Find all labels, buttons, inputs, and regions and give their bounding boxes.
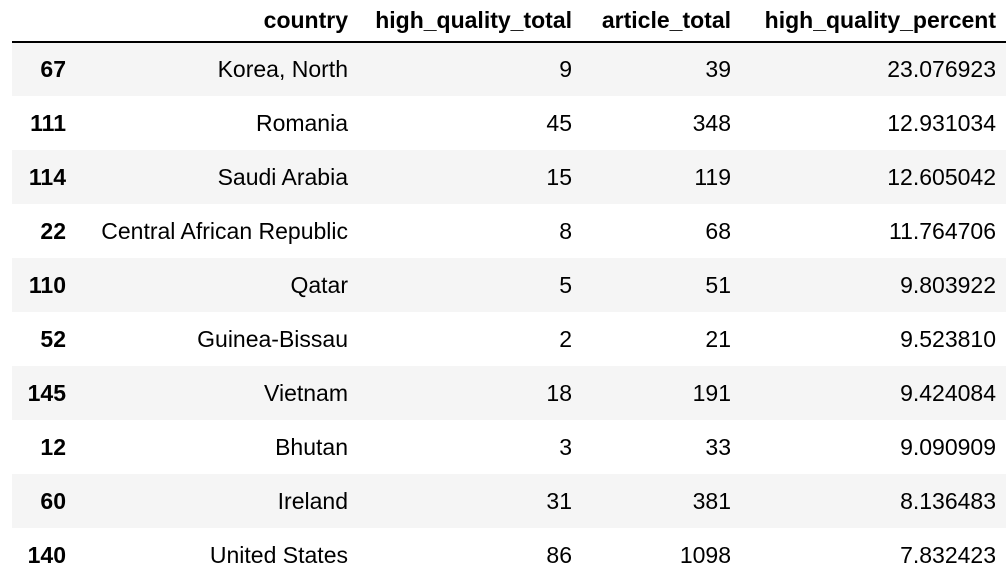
cell-high-quality-total: 31 — [546, 487, 572, 514]
cell-country: Vietnam — [264, 379, 348, 406]
cell-article-total: 21 — [705, 325, 731, 352]
cell-high-quality-total: 18 — [546, 379, 572, 406]
table-row: 60 Ireland 31 381 8.136483 — [12, 474, 1006, 528]
table-row: 67 Korea, North 9 39 23.076923 — [12, 42, 1006, 96]
cell-high-quality-percent: 9.803922 — [900, 271, 996, 298]
cell-high-quality-percent: 8.136483 — [900, 487, 996, 514]
cell-high-quality-percent: 12.931034 — [887, 109, 996, 136]
table-row: 52 Guinea-Bissau 2 21 9.523810 — [12, 312, 1006, 366]
cell-high-quality-percent: 12.605042 — [887, 163, 996, 190]
cell-high-quality-total: 15 — [546, 163, 572, 190]
table-row: 114 Saudi Arabia 15 119 12.605042 — [12, 150, 1006, 204]
table-body: 67 Korea, North 9 39 23.076923 111 Roman… — [12, 42, 1006, 582]
cell-high-quality-total: 8 — [559, 217, 572, 244]
cell-country: Bhutan — [275, 433, 348, 460]
header-row: country high_quality_total article_total… — [12, 0, 1006, 42]
table-row: 22 Central African Republic 8 68 11.7647… — [12, 204, 1006, 258]
column-header-country: country — [263, 7, 348, 33]
dataframe-table: country high_quality_total article_total… — [12, 0, 1006, 582]
index-header — [12, 0, 76, 42]
table-row: 145 Vietnam 18 191 9.424084 — [12, 366, 1006, 420]
column-header-high-quality-percent: high_quality_percent — [764, 7, 996, 33]
cell-high-quality-total: 45 — [546, 109, 572, 136]
cell-country: Qatar — [290, 271, 348, 298]
table-row: 140 United States 86 1098 7.832423 — [12, 528, 1006, 582]
cell-high-quality-percent: 9.424084 — [900, 379, 996, 406]
cell-country: Romania — [255, 109, 348, 136]
cell-high-quality-total: 86 — [546, 541, 572, 568]
cell-high-quality-percent: 11.764706 — [888, 217, 996, 244]
cell-country: Korea, North — [217, 56, 348, 82]
column-header-article-total: article_total — [601, 7, 731, 33]
row-index: 22 — [40, 217, 66, 244]
cell-article-total: 381 — [692, 487, 731, 514]
row-index: 12 — [40, 433, 66, 460]
cell-country: United States — [209, 541, 348, 568]
table-row: 110 Qatar 5 51 9.803922 — [12, 258, 1006, 312]
cell-article-total: 348 — [692, 109, 731, 136]
cell-high-quality-percent: 7.832423 — [900, 541, 996, 568]
cell-country: Guinea-Bissau — [197, 325, 348, 352]
cell-article-total: 191 — [692, 379, 731, 406]
cell-high-quality-total: 9 — [559, 56, 572, 82]
table-row: 111 Romania 45 348 12.931034 — [12, 96, 1006, 150]
cell-high-quality-total: 2 — [559, 325, 572, 352]
cell-country: Central African Republic — [101, 217, 348, 244]
cell-article-total: 119 — [694, 163, 731, 190]
column-header-high-quality-total: high_quality_total — [375, 7, 572, 33]
row-index: 111 — [30, 109, 66, 136]
table-row: 12 Bhutan 3 33 9.090909 — [12, 420, 1006, 474]
cell-article-total: 51 — [705, 271, 731, 298]
table-header: country high_quality_total article_total… — [12, 0, 1006, 42]
cell-article-total: 39 — [705, 56, 731, 82]
row-index: 67 — [40, 56, 66, 82]
cell-high-quality-percent: 9.090909 — [900, 433, 996, 460]
cell-article-total: 33 — [705, 433, 731, 460]
cell-high-quality-percent: 23.076923 — [887, 56, 996, 82]
cell-article-total: 68 — [705, 217, 731, 244]
cell-country: Saudi Arabia — [217, 163, 348, 190]
cell-high-quality-total: 5 — [559, 271, 572, 298]
row-index: 52 — [40, 325, 66, 352]
row-index: 60 — [40, 487, 66, 514]
cell-article-total: 1098 — [679, 541, 731, 568]
row-index: 145 — [27, 379, 66, 406]
cell-high-quality-percent: 9.523810 — [900, 325, 996, 352]
row-index: 114 — [28, 163, 66, 190]
row-index: 110 — [28, 271, 66, 298]
cell-country: Ireland — [277, 487, 348, 514]
cell-high-quality-total: 3 — [559, 433, 572, 460]
row-index: 140 — [27, 541, 66, 568]
